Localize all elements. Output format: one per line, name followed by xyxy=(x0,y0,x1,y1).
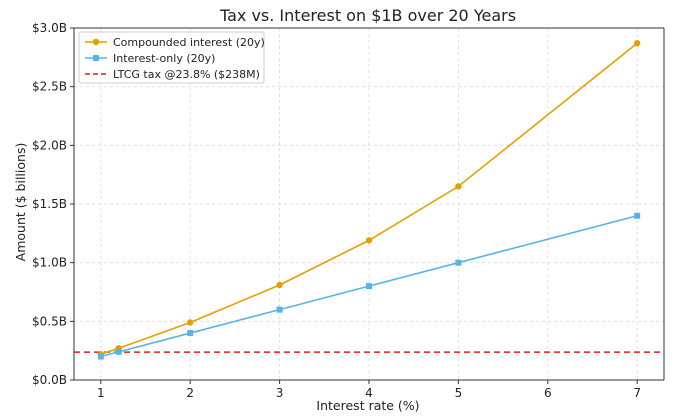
x-tick-label: 5 xyxy=(455,386,463,400)
data-point xyxy=(365,237,373,244)
axes: 1 2 3 4 5 6 7 $0.0B $0.5B $1.0B $1.5B $2.0B $2.5B $3.… xyxy=(32,21,665,400)
legend-label: LTCG tax @23.8% ($238M) xyxy=(113,68,260,81)
y-tick-label: $2.0B xyxy=(32,138,67,152)
data-point xyxy=(634,212,641,219)
y-tick-label: $0.0B xyxy=(32,373,67,387)
legend: Compounded interest (20y) Interest-only (… xyxy=(78,31,265,84)
legend-box xyxy=(78,31,265,84)
x-tick-label: 3 xyxy=(276,386,284,400)
y-tick-label: $2.5B xyxy=(32,80,67,94)
x-tick-label: 1 xyxy=(97,386,105,400)
x-axis-label: Interest rate (%) xyxy=(316,398,419,413)
data-point xyxy=(115,348,122,355)
legend-label: Interest-only (20y) xyxy=(113,52,215,65)
data-point xyxy=(187,330,194,337)
data-point xyxy=(455,183,462,190)
x-tick-label: 2 xyxy=(186,386,194,400)
data-point xyxy=(633,40,641,47)
x-tick-label: 6 xyxy=(544,386,552,400)
grid xyxy=(74,27,664,381)
y-tick-label: $1.5B xyxy=(32,197,67,211)
series xyxy=(97,40,641,360)
data-point xyxy=(97,353,104,360)
y-axis-label: Amount ($ billions) xyxy=(13,143,28,262)
x-tick-label: 4 xyxy=(365,386,373,400)
data-point xyxy=(276,281,283,289)
legend-label: Compounded interest (20y) xyxy=(113,36,265,49)
legend-marker xyxy=(92,38,100,46)
chart-title: Tax vs. Interest on $1B over 20 Years xyxy=(219,6,516,25)
data-point xyxy=(187,319,194,326)
y-tick-label: $3.0B xyxy=(32,21,67,35)
y-tick-label: $1.0B xyxy=(32,256,67,270)
x-tick-label: 7 xyxy=(633,386,641,400)
y-tick-label: $0.5B xyxy=(32,314,67,328)
legend-marker xyxy=(93,55,99,61)
data-point xyxy=(276,306,283,313)
data-point xyxy=(366,283,372,290)
data-point xyxy=(455,259,462,266)
